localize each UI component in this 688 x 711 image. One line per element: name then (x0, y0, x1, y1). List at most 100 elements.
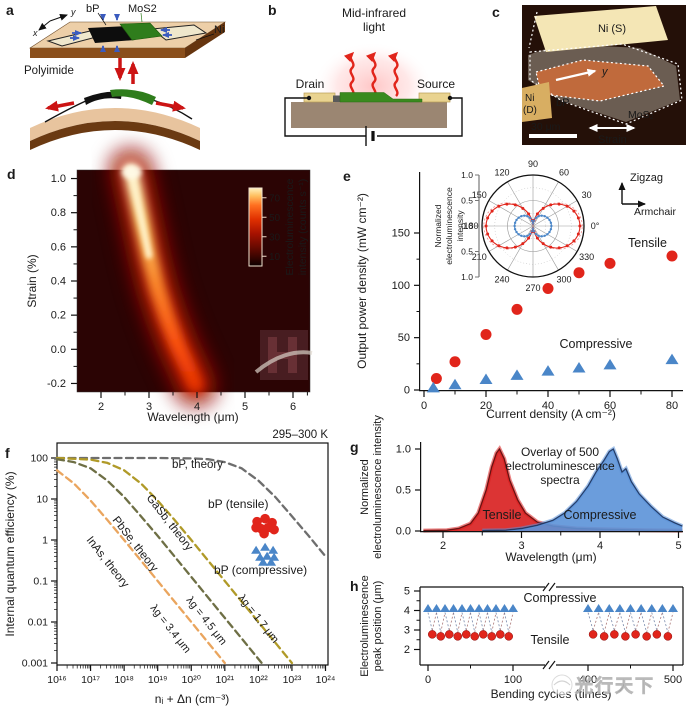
g-spectra (423, 445, 684, 533)
tensile-point (449, 356, 461, 368)
red-polar-marker (557, 202, 561, 206)
polar-angle-label: 60 (559, 167, 569, 177)
tick-label: 10²² (249, 674, 268, 686)
panel-letter-e: e (343, 168, 351, 184)
tick-label: 10¹⁹ (148, 674, 168, 686)
source-terminal-dot (447, 95, 453, 101)
inas-lambda-label: λg = 3.4 μm (148, 602, 193, 655)
blue-polar-marker (549, 221, 553, 225)
g-ylabel-line2: electroluminescence intensity (372, 415, 384, 559)
red-polar-marker (578, 224, 582, 228)
f-data-clusters (251, 513, 280, 566)
strain-label: Strain (598, 134, 627, 146)
blue-polar-marker (537, 215, 540, 218)
panel-a: a bP MoS2 Ni y x Polyimide (6, 2, 227, 150)
site-watermark: 光行天下 (551, 674, 653, 696)
red-polar-marker (535, 212, 539, 216)
compressive-point (593, 604, 604, 613)
red-polar-marker (486, 216, 490, 220)
tick-label: 70 (269, 193, 281, 204)
tensile-cluster-point (260, 513, 270, 524)
blue-polar-marker (537, 234, 540, 237)
h-logo-watermark (254, 330, 313, 380)
substrate-front-face (30, 48, 185, 58)
tick-label: 100 (504, 674, 522, 686)
tick-label: 0 (425, 674, 431, 686)
tensile-point (462, 630, 471, 639)
blue-polar-marker (513, 227, 517, 231)
h-ylabel-line1: Electroluminescence (359, 575, 371, 677)
theory-curve (55, 458, 263, 665)
connector (646, 612, 653, 633)
frame-horizontal (420, 586, 683, 666)
compressive-point (431, 604, 442, 613)
connector (427, 612, 433, 631)
radial-tick-label: 1.0 (461, 272, 473, 282)
axis-break-slash (542, 660, 550, 670)
circuit-wire-left (284, 97, 366, 137)
red-polar-marker (486, 232, 490, 236)
connector (491, 612, 497, 633)
d-ylabel: Strain (%) (25, 254, 39, 307)
compressive-point (603, 358, 617, 370)
tensile-point (599, 632, 609, 641)
tick-label: 50 (269, 213, 281, 224)
compressive-cluster-point (260, 542, 271, 551)
colorbar (248, 187, 263, 267)
polar-angle-label: 30 (582, 190, 592, 200)
compressive-point (541, 365, 555, 376)
red-polar-marker (490, 209, 494, 213)
blue-polar-marker (532, 230, 536, 233)
panel-b: b Mid-infrared light Drain Source (268, 2, 463, 146)
bp-flake (88, 26, 135, 43)
e-data-points (426, 250, 679, 393)
bp-theory-label: bP, theory (172, 459, 223, 471)
f-theory-curves (55, 456, 327, 665)
panel-d: d 2 3 4 5 6 1.0 0.8 0.6 0.4 0.2 0.0 -0.2 Wavelength… (7, 147, 313, 424)
connector (440, 612, 446, 633)
blue-polar-marker (543, 234, 546, 237)
panel-c: c Ni (S) Ni (D) bP MoS₂ y 30 μm Strain (492, 4, 686, 146)
red-polar-marker (527, 236, 531, 240)
colorbar-ticks: 10 30 50 70 (262, 193, 281, 263)
ni-leader-line (195, 33, 215, 41)
tick-label: 10 (36, 494, 48, 506)
panel-g: g 2 3 4 5 0.0 0.5 1.0 Overlay of 500 electrolu… (350, 415, 684, 564)
red-polar-marker (549, 203, 553, 207)
compressive-cluster-point (262, 551, 273, 560)
tensile-arrows-red (45, 100, 186, 112)
tensile-point (511, 303, 523, 315)
tick-label: 10¹⁸ (114, 674, 134, 686)
compressive-cluster-point (258, 557, 269, 566)
tick-label: 50 (398, 332, 410, 344)
blue-polar-marker (513, 224, 516, 228)
red-polar-marker (565, 244, 569, 248)
red-polar-marker (576, 232, 580, 236)
connector (457, 612, 463, 633)
f-xlabel: nᵢ + Δn (cm⁻³) (155, 692, 230, 706)
compressive-point (604, 604, 615, 613)
tick-label: 3 (404, 625, 410, 637)
tensile-point (487, 632, 496, 641)
connector (635, 612, 642, 631)
compressive-point (482, 604, 493, 613)
inset-ylabel-line1: Normalized (433, 204, 443, 247)
tick-label: 30 (269, 232, 281, 243)
bent-substrate-bottom (30, 121, 200, 150)
spectrum-dark-edge (482, 448, 683, 531)
e-xlabel: Current density (A cm⁻²) (486, 407, 616, 421)
h-axes: 2 3 4 5 0 100 400 500 (404, 582, 684, 686)
f-axes: 10¹⁶ 10¹⁷ 10¹⁸ 10¹⁹ 10²⁰ 10²¹ 10²² 10²³ 10²⁴ 100 1… (22, 453, 336, 687)
h-ylabel-line2: peak position (μm) (372, 581, 384, 672)
y-axis-label: y (70, 7, 76, 17)
polar-spoke (488, 200, 578, 252)
red-polar-marker (490, 239, 494, 243)
red-polar-marker (572, 209, 576, 213)
connector (465, 612, 471, 631)
tensile-point (588, 630, 598, 639)
connector (598, 612, 605, 633)
connector (592, 612, 600, 631)
ni-d-label-line2: (D) (523, 105, 537, 116)
